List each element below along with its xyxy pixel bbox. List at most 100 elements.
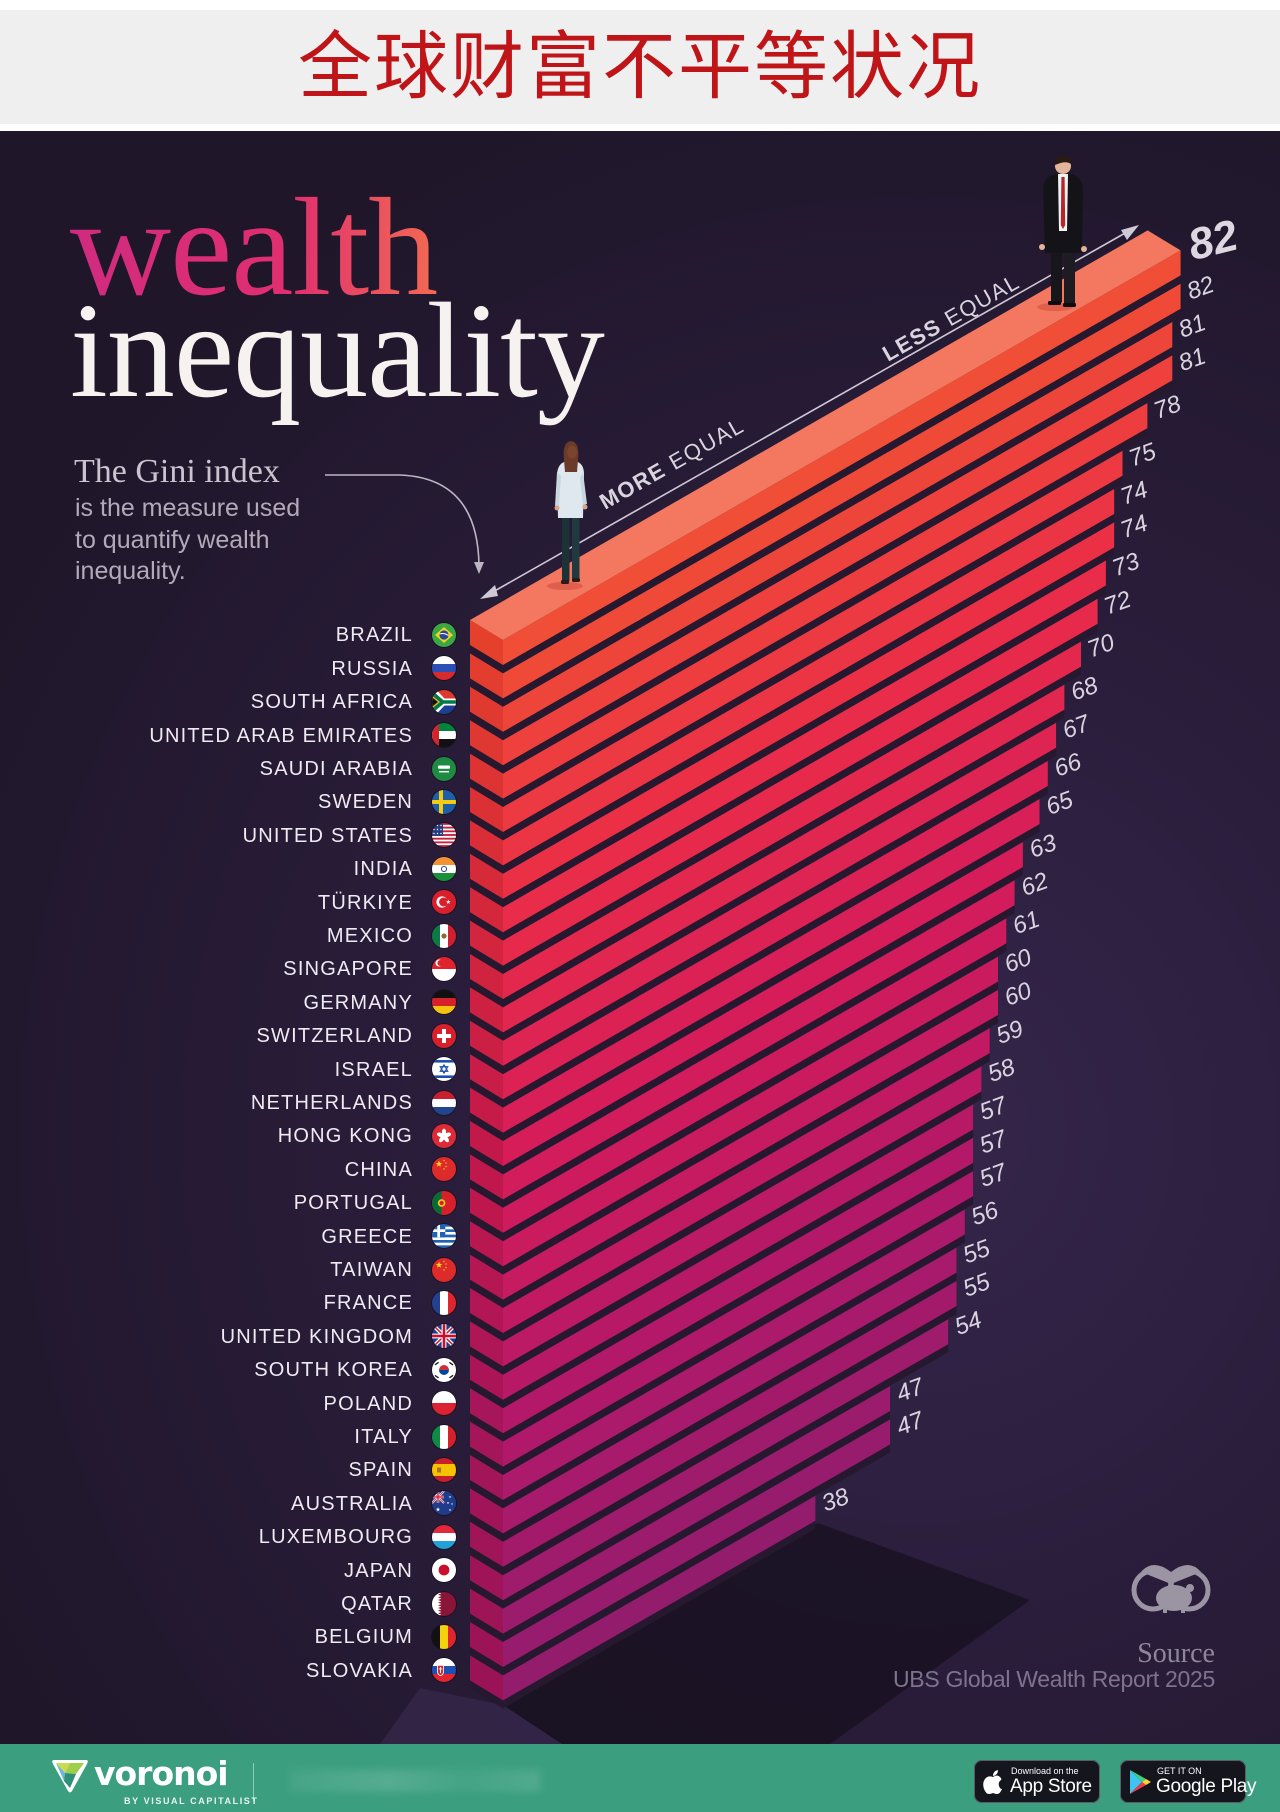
bar-spain [470, 1209, 965, 1508]
voronoi-brand-name[interactable]: voronoi [94, 1754, 229, 1793]
germany-flag-icon-graphic [432, 990, 456, 1015]
france-flag-icon-graphic [432, 1291, 456, 1315]
bar-face [503, 1028, 990, 1333]
footer-divider [253, 1763, 254, 1801]
bar-luxembourg [470, 1281, 957, 1575]
bar-cap [470, 1555, 503, 1601]
bar-face [503, 1137, 974, 1434]
bar-cap [470, 1254, 503, 1300]
bar-cap [470, 1588, 503, 1634]
australia-flag-icon [432, 1491, 456, 1516]
bar-face [503, 1104, 974, 1400]
blurred-text [290, 1770, 540, 1792]
bar-cap [470, 620, 503, 665]
value-label-russia: 82 [1183, 271, 1217, 306]
sweden-flag-icon [432, 790, 456, 814]
bar-cap [470, 887, 503, 933]
italy-flag-icon [432, 1424, 456, 1449]
bar-cap [470, 1655, 503, 1701]
bar-cap [470, 1321, 503, 1367]
bar-germany [470, 684, 1065, 1041]
google-play-button[interactable]: GET IT ON Google Play [1120, 1760, 1257, 1803]
bar-face [503, 956, 998, 1267]
country-label-united-kingdom: UNITED KINGDOM [220, 1325, 413, 1348]
country-label-russia: RUSSIA [331, 657, 413, 680]
app-store-big-text: App Store [1010, 1776, 1092, 1797]
bar-cap [470, 753, 503, 799]
country-label-portugal: PORTUGAL [293, 1192, 413, 1215]
israel-flag-icon [432, 1057, 456, 1082]
country-label-singapore: SINGAPORE [283, 958, 413, 981]
bar-face [503, 989, 998, 1300]
country-label-mexico: MEXICO [326, 924, 413, 947]
gini-description-line: is the measure used [75, 494, 301, 522]
japan-flag-icon [432, 1558, 456, 1583]
country-label-qatar: QATAR [341, 1592, 413, 1615]
china-flag-icon-graphic [432, 1157, 456, 1182]
bar-singapore [470, 641, 1081, 1007]
country-label-italy: ITALY [354, 1425, 413, 1448]
country-label-belgium: BELGIUM [314, 1626, 413, 1649]
mexico-flag-icon-graphic [432, 923, 456, 948]
south-korea-flag-icon-graphic [432, 1357, 456, 1382]
hong-kong-flag-icon-graphic [432, 1124, 456, 1148]
united-arab-emirates-flag-icon-graphic [432, 723, 456, 748]
united-arab-emirates-flag-icon [432, 723, 456, 748]
bar-china [470, 880, 1015, 1208]
bar-south-africa [470, 321, 1173, 740]
bar-face [503, 1319, 949, 1601]
country-label-japan: JAPAN [344, 1559, 413, 1582]
spain-flag-icon [432, 1458, 456, 1482]
bar-face [503, 355, 1173, 766]
russia-flag-icon [432, 656, 456, 681]
source-text: UBS Global Wealth Report 2025 [892, 1666, 1215, 1692]
switzerland-flag-icon-graphic [432, 1023, 456, 1048]
bar-cap [470, 1488, 503, 1534]
bar-israel [470, 760, 1048, 1108]
country-label-brazil: BRAZIL [335, 624, 413, 647]
south-africa-flag-icon-graphic [432, 689, 456, 714]
value-label-taiwan: 60 [1001, 977, 1036, 1012]
bars-group [470, 230, 1181, 1709]
bar-united-arab-emirates [470, 355, 1173, 774]
voronoi-logo[interactable] [50, 1757, 90, 1800]
google-play-icon [1130, 1770, 1151, 1794]
headline-inequality: inequality [70, 276, 605, 426]
bar-cap [470, 686, 503, 732]
bar-india [470, 522, 1115, 907]
taiwan-flag-icon [432, 1257, 456, 1282]
value-label-belgium: 47 [893, 1406, 929, 1441]
gini-description-line: to quantify wealth [75, 525, 270, 554]
bar-poland [470, 1137, 974, 1442]
bar-qatar [470, 1386, 891, 1642]
bar-cap [470, 1054, 503, 1100]
country-label-france: FRANCE [323, 1292, 413, 1315]
bar-cap [470, 954, 503, 999]
man-figure-icon [1037, 155, 1087, 311]
slovakia-flag-icon [432, 1658, 456, 1683]
italy-flag-icon-graphic [432, 1424, 456, 1449]
bar-cap [470, 853, 503, 899]
bar-face [503, 1386, 891, 1634]
voronoi-brand-subtitle: BY VISUAL CAPITALIST [124, 1796, 259, 1806]
bar-cap [470, 1187, 503, 1233]
value-label-italy: 57 [976, 1158, 1012, 1193]
voronoi-logo-icon [52, 1760, 88, 1793]
country-label-china: CHINA [344, 1158, 413, 1181]
country-label-australia: AUSTRALIA [291, 1492, 413, 1515]
bar-face [503, 880, 1015, 1200]
mexico-flag-icon [432, 923, 456, 948]
country-label-hong-kong: HONG KONG [277, 1125, 413, 1148]
bar-russia [470, 283, 1181, 707]
bar-united-kingdom [470, 1066, 982, 1375]
bar-cap [470, 920, 503, 966]
equality-axis-arrow-icon [480, 225, 1139, 599]
bar-slovakia [470, 1495, 816, 1709]
app-store-button[interactable]: Download on the App Store [974, 1760, 1100, 1803]
bar-face [503, 522, 1115, 899]
floor-highlight [380, 1688, 562, 1744]
country-label-united-states: UNITED STATES [242, 824, 413, 847]
netherlands-flag-icon [432, 1090, 456, 1115]
gini-heading: The Gini index [74, 453, 280, 490]
value-label-poland: 57 [976, 1124, 1012, 1159]
